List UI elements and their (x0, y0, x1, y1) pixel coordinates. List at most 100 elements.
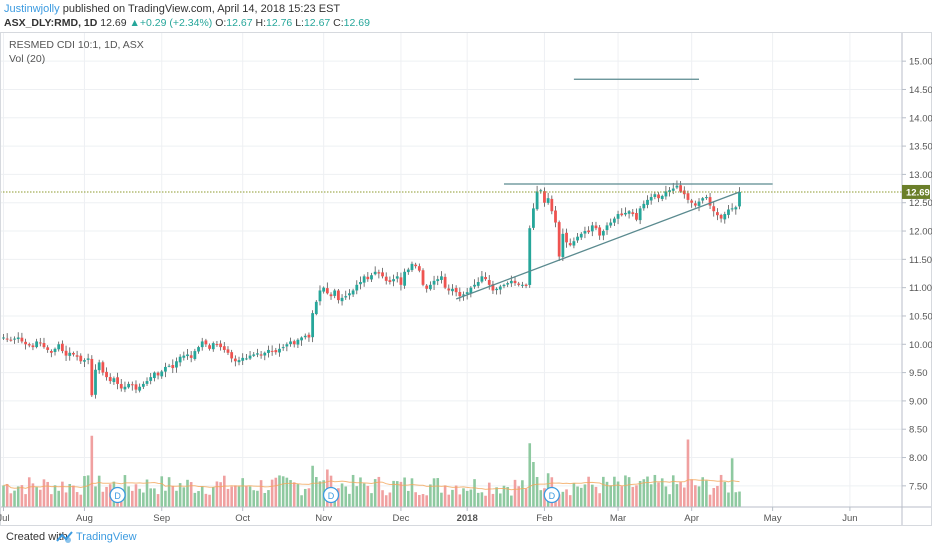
volume-bar (241, 478, 244, 507)
candle-body (167, 365, 171, 367)
chart-area[interactable]: D D D 7.50 8.00 8.50 9.00 9.50 10.00 10.50 11.00 1… (0, 32, 932, 531)
candle-body (64, 350, 68, 356)
price-chart[interactable]: D D D 7.50 8.00 8.50 9.00 9.50 10.00 10.50 11.00 1… (0, 32, 932, 526)
volume-bar (660, 478, 664, 507)
candle-body (31, 345, 35, 348)
candle-body (248, 355, 252, 359)
volume-bar (86, 475, 90, 507)
author-link[interactable]: Justinwjolly (4, 3, 60, 15)
volume-bar (270, 479, 274, 507)
volume-bar (79, 494, 83, 507)
volume-bar (528, 443, 532, 507)
volume-bar (370, 493, 373, 507)
volume-bar (278, 475, 281, 507)
candle-body (281, 347, 285, 349)
volume-bar (285, 477, 289, 507)
low-value: 12.67 (303, 17, 331, 29)
volume-bar (296, 484, 300, 507)
up-arrow-icon: ▲ (129, 17, 140, 29)
candle-body (164, 366, 167, 372)
volume-bar (399, 481, 403, 507)
candle-body (561, 233, 565, 258)
candle-body (226, 349, 230, 353)
volume-bar (64, 492, 68, 507)
volume-bar (679, 482, 682, 507)
candle-body (605, 225, 609, 231)
volume-legend[interactable]: Vol (20) (9, 53, 46, 65)
volume-moving-average (3, 479, 740, 491)
volume-bar (57, 490, 60, 507)
volume-bar (462, 488, 465, 507)
volume-bar (9, 493, 13, 507)
candle-body (13, 338, 16, 340)
candle-body (462, 294, 465, 296)
price-tick-label: 12.00 (909, 227, 932, 238)
candle-body (233, 358, 237, 362)
high-label: H: (255, 17, 267, 29)
volume-bar (215, 481, 219, 507)
volume-bar (487, 482, 491, 507)
candle-body (296, 339, 300, 345)
time-axis[interactable]: Jul Aug Sep Oct Nov Dec 2018 Feb Mar Apr May Jun (0, 507, 858, 524)
volume-bar (664, 486, 668, 507)
volume-bar (226, 488, 230, 507)
price-axis[interactable]: 7.50 8.00 8.50 9.00 9.50 10.00 10.50 11.00 11.50… (902, 57, 932, 493)
candle-body (186, 354, 189, 357)
last-price: 12.69 (100, 17, 127, 29)
volume-bar (105, 486, 108, 507)
candle-body (175, 361, 178, 368)
candle-body (616, 214, 620, 219)
candle-body (278, 348, 281, 353)
volume-bar (388, 492, 392, 507)
candle-body (690, 200, 694, 203)
volume-bar (24, 494, 27, 507)
grid (0, 32, 902, 507)
candle-body (307, 334, 311, 338)
volume-bar (609, 485, 612, 507)
candle-body (9, 339, 13, 341)
volume-bar (292, 482, 296, 507)
candle-body (178, 356, 182, 363)
volume-bar (46, 481, 49, 507)
volume-bar (539, 490, 543, 507)
candle-body (348, 293, 351, 296)
series-legend[interactable]: RESMED CDI 10:1, 1D, ASX (9, 39, 144, 51)
candle-body (211, 343, 215, 350)
volume-bar (2, 485, 5, 507)
volume-bar (359, 477, 362, 507)
candle-body (57, 344, 61, 350)
volume-bar (237, 486, 241, 507)
volume-bar (252, 490, 256, 507)
volume-bar (683, 487, 686, 507)
candle-body (631, 212, 635, 215)
volume-bar (35, 487, 38, 507)
high-value: 12.76 (266, 17, 293, 29)
close-value: 12.69 (343, 17, 370, 29)
candle-body (303, 335, 307, 338)
candle-body (675, 185, 679, 188)
volume-bar (465, 490, 469, 507)
volume-bar (624, 475, 627, 507)
volume-bar (591, 484, 594, 507)
candle-body (506, 283, 510, 285)
candle-body (127, 383, 131, 388)
volume-bar (142, 492, 145, 507)
candle-body (432, 280, 436, 285)
time-tick-label: Dec (392, 513, 409, 524)
candle-body (5, 338, 9, 340)
candle-body (451, 288, 454, 292)
candle-body (384, 276, 388, 281)
candle-body (116, 377, 119, 384)
volume-bar (373, 479, 377, 507)
volume-bar (572, 483, 576, 507)
candle-body (583, 231, 587, 234)
created-with-text: Created with (6, 531, 68, 543)
candle-body (440, 276, 443, 280)
candle-body (270, 350, 274, 352)
candle-body (642, 203, 646, 209)
volume-bar (75, 492, 79, 507)
current-price-badge (902, 184, 930, 199)
candle-body (465, 292, 469, 294)
tradingview-brand[interactable]: TradingView (76, 531, 137, 543)
volume-bar (583, 484, 587, 507)
